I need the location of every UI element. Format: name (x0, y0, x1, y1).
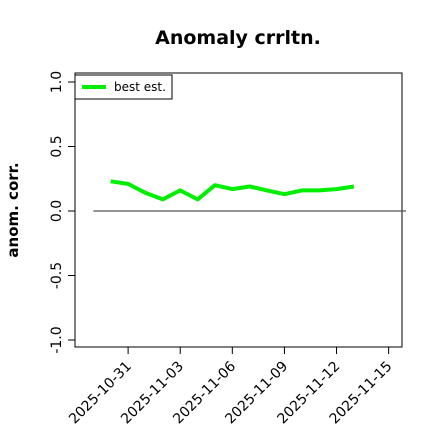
legend-label: best est. (114, 80, 166, 94)
legend: best est. (74, 74, 173, 100)
series-line-best-est (110, 179, 355, 202)
chart-marks (93, 179, 406, 212)
y-tick-label: 1.0 (49, 71, 65, 93)
y-tick-label: 0.5 (49, 135, 65, 157)
y-axis-label: anom. corr. (4, 162, 22, 257)
y-tick-label: -1.0 (49, 326, 65, 353)
plot-area (74, 72, 403, 348)
y-axis: -1.0 -0.5 0.0 0.5 1.0 (49, 71, 76, 354)
y-tick-label: 0.0 (49, 200, 65, 222)
y-tick-label: -0.5 (49, 262, 65, 289)
chart-title: Anomaly crrltn. (155, 27, 321, 49)
x-axis: 2025-10-312025-11-032025-11-062025-11-09… (66, 346, 395, 427)
